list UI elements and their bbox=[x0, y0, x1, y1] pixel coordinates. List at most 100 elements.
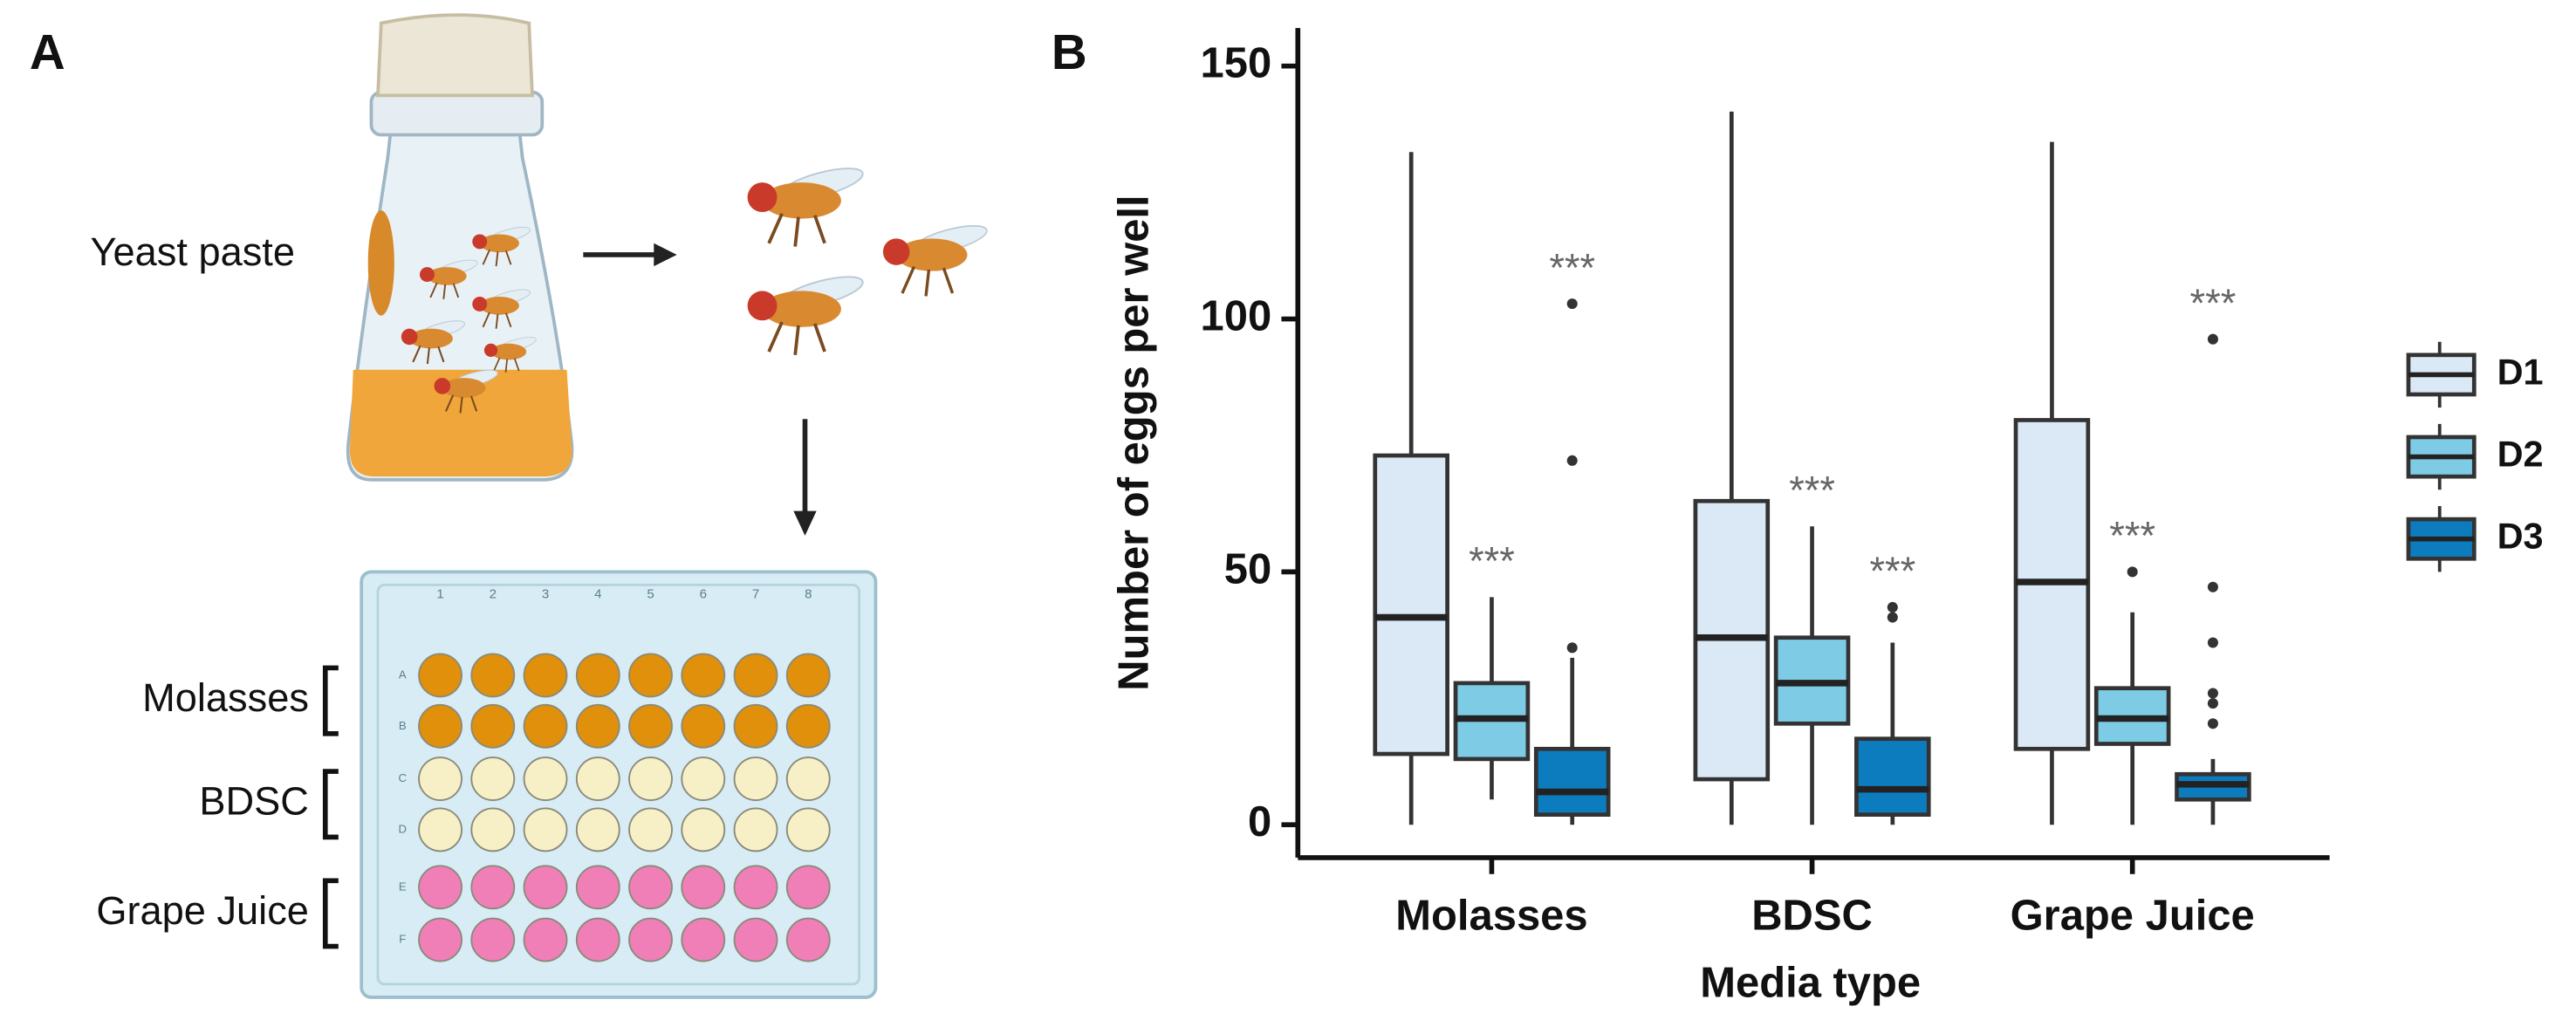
well bbox=[470, 653, 516, 698]
fly bbox=[472, 289, 531, 329]
well bbox=[523, 757, 568, 801]
fly-body bbox=[896, 238, 968, 271]
plate-column-label: 1 bbox=[436, 587, 443, 602]
fly bbox=[747, 276, 864, 356]
y-axis-title: Number of eggs per well bbox=[1111, 195, 1158, 690]
x-axis-title: Media type bbox=[1700, 960, 1921, 1007]
plate-row-label: D bbox=[398, 822, 407, 835]
flask-plug bbox=[376, 13, 534, 98]
well bbox=[523, 917, 568, 962]
significance: *** bbox=[1789, 468, 1835, 512]
media-label: BDSC bbox=[199, 779, 309, 824]
well bbox=[418, 865, 462, 910]
fly bbox=[483, 337, 537, 373]
plate-column-label: 7 bbox=[752, 587, 759, 602]
well bbox=[628, 917, 673, 962]
significance: *** bbox=[1549, 245, 1595, 290]
flask-neck bbox=[369, 90, 545, 137]
well bbox=[628, 807, 673, 852]
outlier bbox=[1887, 612, 1898, 623]
significance: *** bbox=[1869, 549, 1915, 593]
outlier bbox=[2207, 333, 2218, 345]
well bbox=[628, 703, 673, 749]
y-tick-label: 50 bbox=[1224, 545, 1271, 592]
fly-legs bbox=[412, 345, 445, 365]
bracket bbox=[322, 665, 339, 736]
well bbox=[523, 653, 568, 698]
box bbox=[1854, 736, 1931, 817]
plate-column-label: 8 bbox=[805, 587, 812, 602]
well bbox=[628, 865, 673, 910]
fly-head bbox=[472, 234, 488, 250]
outlier bbox=[1566, 642, 1578, 654]
arrow-head bbox=[793, 510, 817, 536]
fly-legs bbox=[767, 213, 826, 247]
well bbox=[523, 865, 568, 910]
outlier bbox=[1566, 455, 1578, 466]
fly bbox=[472, 226, 531, 267]
plate-row-label: E bbox=[399, 880, 407, 893]
fly-legs bbox=[482, 249, 512, 267]
well bbox=[470, 865, 516, 910]
fly-body bbox=[762, 291, 841, 327]
media-label: Grape Juice bbox=[96, 888, 309, 933]
well bbox=[418, 807, 462, 852]
x-tick-label: Molasses bbox=[1395, 892, 1587, 939]
x-tick-label: Grape Juice bbox=[2011, 892, 2255, 939]
bracket bbox=[322, 769, 339, 840]
fly-head bbox=[747, 182, 778, 213]
well bbox=[470, 703, 516, 749]
media-label: Molasses bbox=[142, 675, 309, 720]
y-tick-label: 0 bbox=[1248, 798, 1271, 846]
well bbox=[575, 653, 620, 698]
box bbox=[1373, 453, 1449, 757]
fly-body bbox=[479, 296, 519, 315]
well bbox=[418, 703, 462, 749]
fly-legs bbox=[901, 265, 955, 297]
arrow-head bbox=[654, 243, 677, 267]
fly-body bbox=[490, 343, 527, 360]
plate-row-label: C bbox=[398, 771, 407, 784]
well bbox=[733, 917, 778, 962]
yeast-label: Yeast paste bbox=[91, 229, 295, 274]
well bbox=[785, 653, 831, 698]
well bbox=[785, 703, 831, 749]
plate-rim bbox=[376, 583, 861, 986]
well bbox=[575, 917, 620, 962]
well bbox=[681, 757, 726, 801]
outlier bbox=[2207, 718, 2218, 729]
fly-legs bbox=[767, 321, 826, 356]
plate-column-label: 5 bbox=[647, 587, 654, 602]
fly-body bbox=[762, 182, 841, 219]
well bbox=[785, 865, 831, 910]
outlier bbox=[2207, 637, 2218, 648]
y-tick-label: 150 bbox=[1201, 40, 1272, 87]
well bbox=[575, 865, 620, 910]
panel-label: B bbox=[1052, 24, 1087, 79]
fly bbox=[882, 225, 988, 297]
yeast-paste bbox=[367, 210, 394, 316]
well bbox=[628, 757, 673, 801]
fly-body bbox=[427, 267, 467, 285]
box bbox=[1533, 746, 1611, 817]
x-tick-label: BDSC bbox=[1751, 892, 1873, 939]
fly-body bbox=[479, 234, 519, 253]
bracket bbox=[322, 878, 339, 949]
well bbox=[681, 703, 726, 749]
well bbox=[785, 917, 831, 962]
plate-column-label: 3 bbox=[542, 587, 549, 602]
plate-row-label: F bbox=[399, 933, 406, 946]
fly-head bbox=[434, 378, 451, 394]
fly bbox=[434, 369, 498, 414]
fly-head bbox=[747, 291, 778, 321]
plate-column-label: 2 bbox=[490, 587, 497, 602]
significance: *** bbox=[2190, 281, 2237, 325]
legend-label: D1 bbox=[2497, 352, 2544, 392]
y-tick-label: 100 bbox=[1201, 292, 1272, 339]
well bbox=[733, 703, 778, 749]
well bbox=[785, 757, 831, 801]
outlier bbox=[2127, 566, 2138, 578]
fly bbox=[747, 168, 864, 247]
outlier bbox=[1566, 298, 1578, 310]
